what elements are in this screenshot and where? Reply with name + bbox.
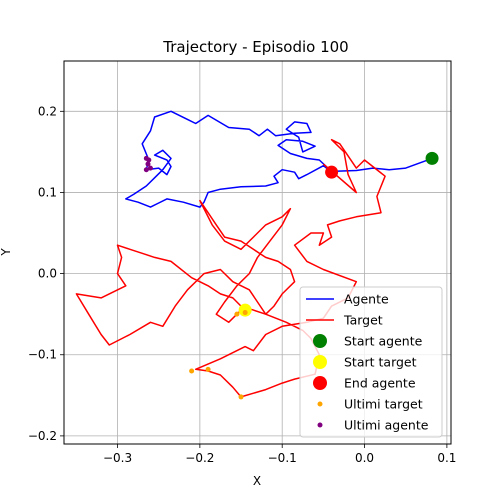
marker-ultimi-target bbox=[238, 394, 244, 400]
y-tick-label: 0.0 bbox=[38, 267, 57, 281]
marker-ultimi-agente bbox=[147, 165, 153, 171]
plot-area bbox=[75, 110, 439, 400]
marker-end-agente bbox=[325, 165, 339, 179]
marker-ultimi-target bbox=[234, 311, 240, 317]
legend-label-target: Target bbox=[343, 313, 383, 328]
axis-ticks: −0.3 −0.2 −0.1 0.0 0.1 −0.2 −0.1 0.0 0.1 0.2 bbox=[28, 104, 457, 465]
legend-swatch-ultimi-target bbox=[317, 401, 323, 407]
x-axis-label: X bbox=[253, 474, 261, 488]
y-tick-label: −0.1 bbox=[28, 348, 57, 362]
y-tick-label: 0.1 bbox=[38, 185, 57, 199]
marker-start-agente bbox=[425, 151, 439, 165]
legend-label-start-agente: Start agente bbox=[344, 334, 423, 349]
x-tick-label: −0.3 bbox=[103, 451, 132, 465]
marker-ultimi-agente bbox=[143, 155, 149, 161]
y-tick-label: 0.2 bbox=[38, 104, 57, 118]
marker-ultimi-target bbox=[189, 368, 195, 374]
chart-title: Trajectory - Episodio 100 bbox=[162, 38, 348, 56]
x-tick-label: −0.1 bbox=[268, 451, 297, 465]
legend-label-start-target: Start target bbox=[344, 355, 417, 370]
legend-swatch-start-agente bbox=[313, 334, 327, 348]
x-tick-label: −0.2 bbox=[185, 451, 214, 465]
marker-ultimi-target bbox=[242, 310, 248, 316]
legend-swatch-ultimi-agente bbox=[317, 422, 323, 428]
marker-ultimi-agente bbox=[145, 161, 151, 167]
y-axis-label: Y bbox=[0, 248, 13, 257]
legend-box bbox=[299, 286, 443, 438]
axes-frame bbox=[63, 60, 452, 445]
y-tick-label: −0.2 bbox=[28, 429, 57, 443]
legend-label-agente: Agente bbox=[344, 292, 389, 307]
x-tick-label: 0.0 bbox=[355, 451, 374, 465]
x-tick-label: 0.1 bbox=[437, 451, 456, 465]
legend-label-ultimi-target: Ultimi target bbox=[344, 397, 423, 412]
legend: Agente Target Start agente Start target End … bbox=[299, 286, 443, 438]
legend-swatch-start-target bbox=[313, 355, 327, 369]
marker-ultimi-agente bbox=[143, 167, 149, 173]
legend-swatch-end-agente bbox=[313, 376, 327, 390]
legend-label-end-agente: End agente bbox=[344, 376, 416, 391]
legend-label-ultimi-agente: Ultimi agente bbox=[344, 418, 429, 433]
series-line-target bbox=[75, 138, 386, 398]
marker-ultimi-target bbox=[205, 366, 211, 372]
